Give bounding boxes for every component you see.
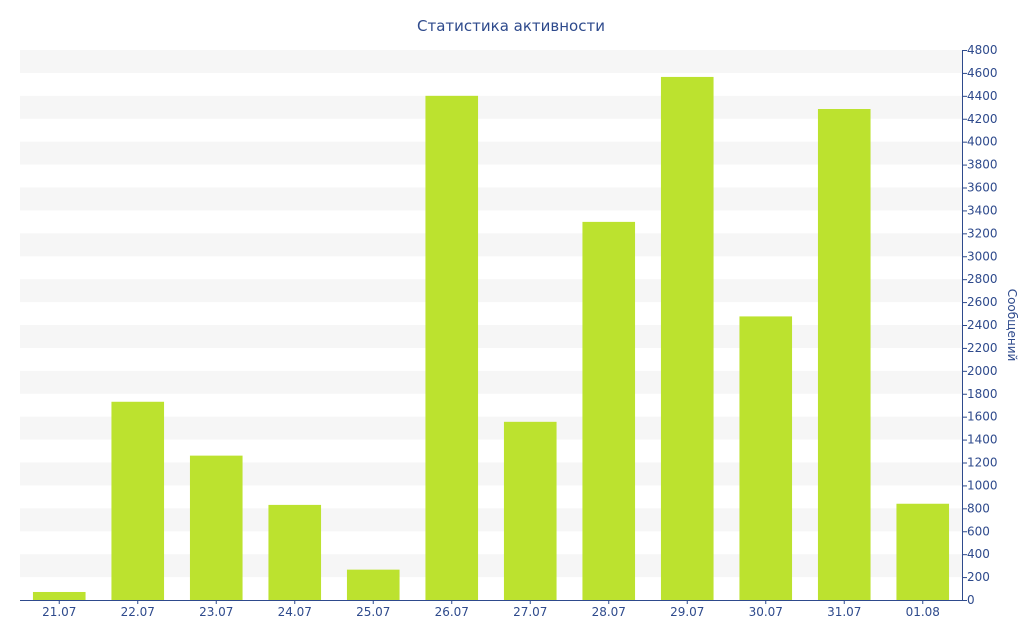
bar-31.07 — [817, 109, 871, 600]
x-tick-label: 01.08 — [906, 605, 940, 619]
y-tick-label: 4800 — [967, 43, 998, 57]
x-tick-label: 26.07 — [435, 605, 469, 619]
bar-25.07 — [346, 569, 400, 600]
grid-band — [20, 50, 962, 73]
grid-bands — [20, 50, 962, 578]
y-tick-label: 0 — [967, 593, 975, 607]
x-tick-label: 30.07 — [749, 605, 783, 619]
grid-band — [20, 370, 962, 394]
x-tick-label: 31.07 — [827, 605, 861, 619]
grid-band — [20, 325, 962, 348]
grid-band — [20, 95, 962, 119]
grid-band — [20, 279, 962, 303]
y-tick-label: 400 — [967, 547, 990, 561]
y-tick-label: 4400 — [967, 89, 998, 103]
bar-30.07 — [739, 316, 793, 600]
bar-series — [32, 76, 950, 601]
bar-01.08 — [896, 503, 950, 600]
bar-23.07 — [189, 455, 243, 601]
bar-21.07 — [32, 591, 86, 600]
x-tick-label: 21.07 — [42, 605, 76, 619]
x-tick-label: 28.07 — [592, 605, 626, 619]
x-tick-labels: 21.07 22.07 23.07 24.07 25.07 26.07 27.07 28.07… — [42, 600, 940, 619]
y-tick-label: 4600 — [967, 66, 998, 80]
y-tick-label: 1200 — [967, 456, 998, 470]
grid-band — [20, 554, 962, 578]
grid-band — [20, 508, 962, 532]
y-tick-label: 2600 — [967, 295, 998, 309]
x-tick-label: 22.07 — [121, 605, 155, 619]
y-tick-label: 3000 — [967, 249, 998, 263]
x-tick-label: 23.07 — [199, 605, 233, 619]
y-tick-label: 2800 — [967, 272, 998, 286]
bar-24.07 — [268, 504, 322, 600]
y-tick-label: 600 — [967, 524, 990, 538]
y-tick-label: 800 — [967, 501, 990, 515]
grid-band — [20, 462, 962, 486]
y-tick-label: 1000 — [967, 478, 998, 492]
y-axis-label: Сообщений — [1005, 289, 1019, 362]
y-tick-label: 4200 — [967, 112, 998, 126]
y-tick-label: 1800 — [967, 387, 998, 401]
grid-band — [20, 233, 962, 257]
grid-band — [20, 416, 962, 440]
grid-band — [20, 141, 962, 165]
bar-26.07 — [425, 95, 479, 600]
y-tick-label: 1400 — [967, 433, 998, 447]
grid-band — [20, 187, 962, 211]
y-tick-label: 3200 — [967, 226, 998, 240]
y-tick-label: 2000 — [967, 364, 998, 378]
y-tick-label: 3400 — [967, 203, 998, 217]
chart-title: Статистика активности — [417, 17, 605, 35]
y-tick-labels: 0 200 400 600 800 1000 1200 1400 1600 1800 2000 220… — [962, 43, 998, 607]
y-tick-label: 1600 — [967, 410, 998, 424]
y-tick-label: 3800 — [967, 158, 998, 172]
x-tick-label: 25.07 — [356, 605, 390, 619]
y-tick-label: 2400 — [967, 318, 998, 332]
bar-28.07 — [582, 221, 636, 601]
x-tick-label: 24.07 — [278, 605, 312, 619]
y-tick-label: 4000 — [967, 135, 998, 149]
y-tick-label: 200 — [967, 570, 990, 584]
x-tick-label: 29.07 — [670, 605, 704, 619]
bar-27.07 — [503, 421, 557, 600]
y-tick-label: 2200 — [967, 341, 998, 355]
bar-22.07 — [111, 401, 165, 600]
y-tick-label: 3600 — [967, 181, 998, 195]
bar-29.07 — [660, 76, 714, 601]
x-tick-label: 27.07 — [513, 605, 547, 619]
